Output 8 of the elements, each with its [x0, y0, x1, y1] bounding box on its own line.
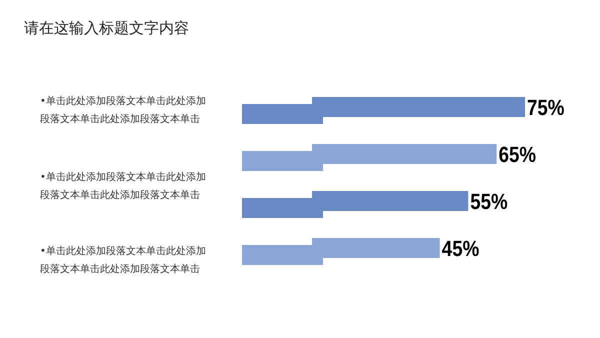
text: 请在这输入标题文字内容	[24, 19, 189, 37]
text: •单击此处添加段落文本单击此处添加段落文本单击此处添加段落文本单击	[40, 245, 206, 275]
data-label: 45%	[442, 238, 480, 262]
text: •单击此处添加段落文本单击此处添加段落文本单击此处添加段落文本单击	[40, 171, 206, 201]
text: •单击此处添加段落文本单击此处添加段落文本单击此处添加段落文本单击	[40, 95, 206, 125]
data-label: 55%	[470, 190, 508, 214]
data-label: 65%	[498, 144, 536, 168]
data-label: 75%	[527, 96, 564, 120]
